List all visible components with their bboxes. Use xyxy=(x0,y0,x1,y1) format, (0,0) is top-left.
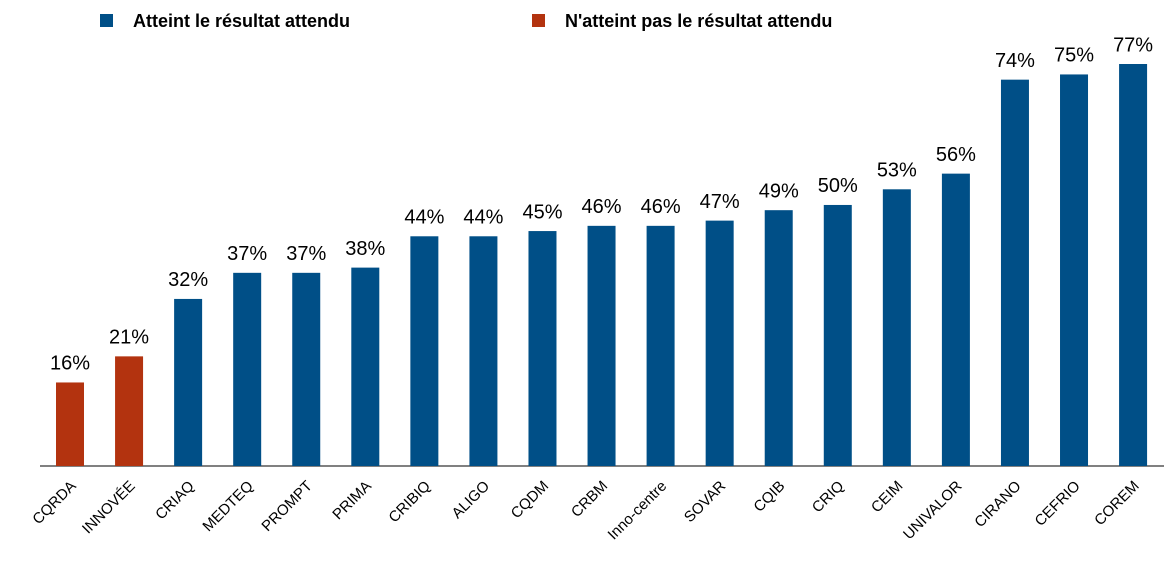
data-label: 21% xyxy=(109,327,149,349)
x-tick-label: CRIQ xyxy=(809,478,848,517)
data-label: 56% xyxy=(936,144,976,166)
legend-label: N'atteint pas le résultat attendu xyxy=(565,11,832,31)
data-label: 50% xyxy=(818,175,858,197)
data-label: 75% xyxy=(1054,45,1094,67)
x-tick-label: CRIBIQ xyxy=(385,478,434,527)
bar xyxy=(823,204,852,466)
x-tick-label: CEIM xyxy=(868,478,907,517)
bar xyxy=(1119,64,1148,466)
x-tick-label: CIRANO xyxy=(971,478,1024,531)
bar xyxy=(174,298,203,466)
x-tick-label: CQDM xyxy=(508,478,552,522)
bar xyxy=(646,225,675,466)
x-tick-label: CRIAQ xyxy=(152,478,198,524)
x-tick-label: CRBM xyxy=(568,478,611,521)
data-label: 37% xyxy=(227,243,267,265)
data-label: 47% xyxy=(700,191,740,213)
data-label: 46% xyxy=(582,196,622,218)
x-tick-label: COREM xyxy=(1091,478,1143,530)
x-tick-label: PRIMA xyxy=(329,478,375,524)
x-tick-label: INNOVÉE xyxy=(79,478,139,538)
x-tick-label: SOVAR xyxy=(681,477,729,525)
x-tick-label: PROMPT xyxy=(258,478,315,535)
bar xyxy=(941,173,970,467)
data-label: 46% xyxy=(641,196,681,218)
x-tick-label: UNIVALOR xyxy=(900,478,966,544)
data-label: 44% xyxy=(404,207,444,229)
data-label: 74% xyxy=(995,50,1035,72)
bar xyxy=(587,225,616,466)
legend-swatch xyxy=(100,14,113,27)
bar xyxy=(764,210,793,466)
bar xyxy=(528,231,557,466)
legend-label: Atteint le résultat attendu xyxy=(133,11,350,31)
bar xyxy=(115,356,144,466)
bar xyxy=(56,382,84,466)
data-label: 38% xyxy=(345,238,385,260)
x-tick-label: ALIGO xyxy=(449,478,493,522)
x-tick-label: CEFRIO xyxy=(1032,478,1084,530)
bar xyxy=(410,236,439,466)
x-tick-label: CQIB xyxy=(750,478,788,516)
data-label: 44% xyxy=(463,207,503,229)
data-label: 49% xyxy=(759,180,799,202)
bar xyxy=(233,272,262,466)
data-label: 53% xyxy=(877,160,917,182)
data-label: 45% xyxy=(522,201,562,223)
data-label: 37% xyxy=(286,243,326,265)
x-tick-label: MEDTEQ xyxy=(199,478,256,535)
data-label: 32% xyxy=(168,269,208,291)
data-label: 77% xyxy=(1113,34,1153,56)
x-tick-label: Inno-centre xyxy=(605,478,671,544)
bar xyxy=(292,272,321,466)
bar xyxy=(1000,79,1029,466)
legend-swatch xyxy=(532,14,545,27)
bar xyxy=(705,220,734,466)
data-label: 16% xyxy=(50,353,90,375)
bar xyxy=(351,267,380,466)
bar xyxy=(1060,74,1089,466)
bar xyxy=(469,236,498,466)
x-tick-label: CQRDA xyxy=(29,478,79,528)
bar xyxy=(882,189,911,466)
